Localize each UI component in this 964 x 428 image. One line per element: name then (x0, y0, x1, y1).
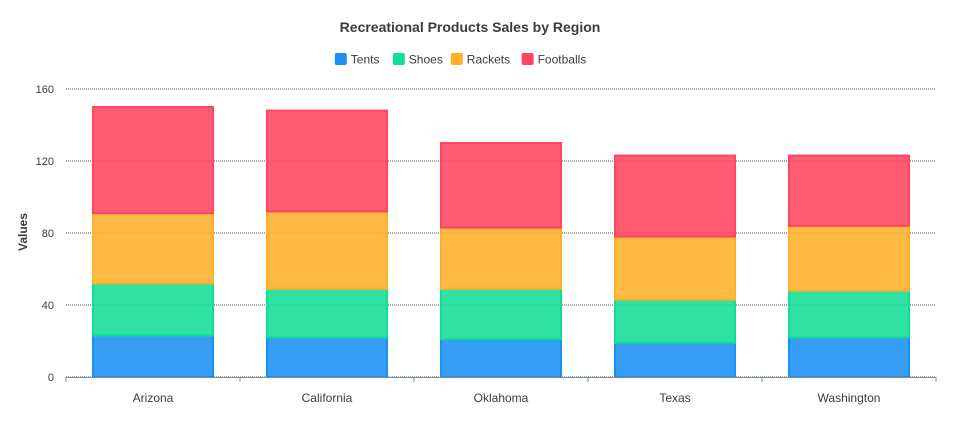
x-tick-label: Oklahoma (474, 391, 529, 405)
bar-footballs-california[interactable] (265, 109, 389, 213)
chart-title: Recreational Products Sales by Region (340, 19, 601, 35)
bar-rackets-texas[interactable] (613, 235, 737, 301)
bar-footballs-washington[interactable] (787, 154, 911, 227)
bar-shoes-arizona[interactable] (91, 282, 215, 337)
legend-label: Rackets (467, 53, 510, 67)
y-tick-label: 0 (48, 372, 54, 384)
x-tick-label: Arizona (133, 391, 174, 405)
bar-footballs-oklahoma[interactable] (439, 142, 563, 229)
bars (91, 106, 911, 379)
bar-tents-california[interactable] (265, 336, 389, 378)
bar-shoes-texas[interactable] (613, 298, 737, 344)
legend-marker (392, 53, 405, 65)
legend-item-footballs[interactable]: Footballs (521, 53, 587, 67)
legend-item-rackets[interactable]: Rackets (450, 53, 510, 67)
legend-marker (521, 53, 534, 65)
bar-rackets-oklahoma[interactable] (439, 226, 563, 290)
y-tick-label: 40 (42, 300, 54, 312)
x-tick-label: Texas (659, 391, 690, 405)
bar-shoes-oklahoma[interactable] (439, 287, 563, 341)
bar-footballs-texas[interactable] (613, 154, 737, 238)
legend-item-tents[interactable]: Tents (334, 53, 380, 67)
x-tick-label: Washington (818, 391, 881, 405)
bar-tents-arizona[interactable] (91, 334, 215, 379)
legend-item-shoes[interactable]: Shoes (392, 53, 443, 67)
y-axis-ticks: 0 40 80 120 160 (36, 84, 54, 384)
legend-label: Shoes (409, 53, 443, 67)
bar-tents-oklahoma[interactable] (439, 338, 563, 379)
bar-tents-washington[interactable] (787, 336, 911, 378)
bar-rackets-washington[interactable] (787, 224, 911, 292)
legend-label: Tents (351, 53, 380, 67)
legend-marker (450, 53, 463, 65)
bar-tents-texas[interactable] (613, 341, 737, 378)
legend-label: Footballs (538, 53, 587, 67)
y-axis-label: Values (16, 213, 30, 251)
bar-shoes-washington[interactable] (787, 289, 911, 339)
legend-marker (334, 53, 347, 65)
bar-rackets-california[interactable] (265, 210, 389, 290)
bar-shoes-california[interactable] (265, 287, 389, 339)
bar-footballs-arizona[interactable] (91, 106, 215, 215)
x-axis: Arizona California Oklahoma Texas Washington (65, 377, 937, 405)
y-tick-label: 160 (36, 84, 54, 96)
legend: Tents Shoes Rackets Footballs (334, 53, 587, 67)
y-tick-label: 120 (36, 156, 54, 168)
x-tick-label: California (302, 391, 353, 405)
y-tick-label: 80 (42, 228, 54, 240)
bar-rackets-arizona[interactable] (91, 212, 215, 285)
